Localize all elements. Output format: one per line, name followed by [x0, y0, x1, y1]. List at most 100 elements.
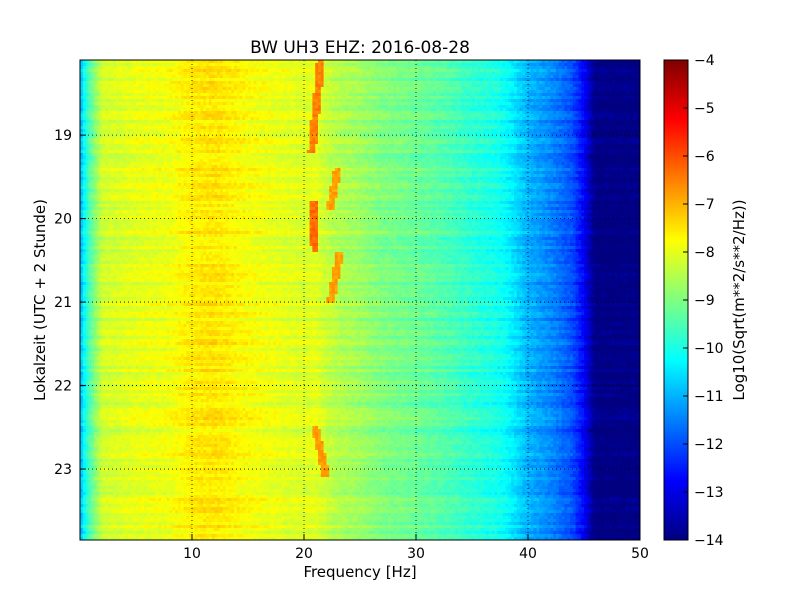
heatmap-cell: [488, 99, 492, 103]
heatmap-cell: [110, 105, 114, 109]
heatmap-cell: [222, 105, 226, 109]
heatmap-cell: [553, 129, 557, 133]
heatmap-cell: [161, 114, 165, 118]
heatmap-cell: [553, 66, 557, 70]
heatmap-cell: [553, 78, 557, 82]
heatmap-cell: [544, 81, 548, 85]
heatmap-cell: [620, 93, 624, 97]
heatmap-cell: [276, 129, 280, 133]
heatmap-cell: [598, 99, 602, 103]
heatmap-cell: [606, 75, 610, 79]
heatmap-cell: [110, 60, 114, 64]
heatmap-cell: [603, 66, 607, 70]
heatmap-cell: [354, 87, 358, 91]
heatmap-cell: [99, 81, 103, 85]
heatmap-cell: [561, 75, 565, 79]
heatmap-cell: [575, 111, 579, 115]
heatmap-cell: [561, 111, 565, 115]
heatmap-cell: [236, 69, 240, 73]
heatmap-cell: [553, 81, 557, 85]
heatmap-cell: [620, 69, 624, 73]
heatmap-cell: [236, 99, 240, 103]
heatmap-cell: [88, 114, 92, 118]
heatmap-cell: [474, 96, 478, 100]
heatmap-cell: [536, 132, 540, 136]
heatmap-cell: [116, 111, 120, 115]
heatmap-cell: [441, 60, 445, 64]
heatmap-cell: [609, 129, 613, 133]
heatmap-cell: [542, 132, 546, 136]
heatmap-cell: [306, 111, 310, 115]
heatmap-cell: [581, 114, 585, 118]
heatmap-cell: [508, 99, 512, 103]
heatmap-cell: [222, 84, 226, 88]
heatmap-cell: [511, 114, 515, 118]
heatmap-cell: [631, 84, 635, 88]
heatmap-cell: [248, 75, 252, 79]
heatmap-cell: [306, 63, 310, 67]
heatmap-cell: [214, 78, 218, 82]
heatmap-cell: [578, 93, 582, 97]
heatmap-cell: [119, 126, 123, 130]
heatmap-cell: [494, 66, 498, 70]
heatmap-cell: [85, 60, 89, 64]
heatmap-cell: [144, 102, 148, 106]
heatmap-cell: [192, 123, 196, 127]
heatmap-cell: [578, 129, 582, 133]
heatmap-cell: [172, 114, 176, 118]
heatmap-cell: [228, 132, 232, 136]
heatmap-cell: [284, 66, 288, 70]
heatmap-cell: [312, 84, 316, 88]
heatmap-cell: [497, 102, 501, 106]
heatmap-cell: [488, 93, 492, 97]
heatmap-cell: [603, 63, 607, 67]
heatmap-cell: [234, 60, 238, 64]
heatmap-cell: [337, 81, 341, 85]
heatmap-cell: [486, 75, 490, 79]
heatmap-cell: [595, 108, 599, 112]
heatmap-cell: [276, 72, 280, 76]
heatmap-cell: [136, 102, 140, 106]
heatmap-cell: [388, 63, 392, 67]
heatmap-cell: [463, 66, 467, 70]
heatmap-cell: [578, 90, 582, 94]
heatmap-cell: [612, 105, 616, 109]
heatmap-cell: [556, 111, 560, 115]
heatmap-cell: [80, 126, 84, 130]
heatmap-cell: [474, 114, 478, 118]
heatmap-cell: [379, 111, 383, 115]
heatmap-cell: [88, 120, 92, 124]
heatmap-cell: [262, 75, 266, 79]
heatmap-cell: [326, 105, 330, 109]
heatmap-cell: [228, 78, 232, 82]
heatmap-cell: [116, 78, 120, 82]
heatmap-cell: [553, 90, 557, 94]
heatmap-cell: [276, 108, 280, 112]
heatmap-cell: [236, 120, 240, 124]
heatmap-cell: [435, 63, 439, 67]
heatmap-cell: [449, 60, 453, 64]
heatmap-cell: [278, 78, 282, 82]
heatmap-cell: [612, 63, 616, 67]
heatmap-cell: [634, 75, 638, 79]
heatmap-cell: [530, 60, 534, 64]
heatmap-cell: [253, 108, 257, 112]
heatmap-cell: [88, 126, 92, 130]
heatmap-cell: [334, 72, 338, 76]
heatmap-cell: [343, 102, 347, 106]
heatmap-cell: [567, 87, 571, 91]
heatmap-cell: [234, 111, 238, 115]
heatmap-cell: [200, 99, 204, 103]
heatmap-cell: [542, 60, 546, 64]
heatmap-cell: [236, 75, 240, 79]
heatmap-cell: [598, 81, 602, 85]
heatmap-cell: [88, 75, 92, 79]
heatmap-cell: [315, 66, 319, 70]
heatmap-cell: [228, 87, 232, 91]
heatmap-cell: [340, 66, 344, 70]
heatmap-cell: [253, 120, 257, 124]
heatmap-cell: [525, 120, 529, 124]
heatmap-cell: [253, 117, 257, 121]
heatmap-cell: [416, 93, 420, 97]
heatmap-cell: [399, 126, 403, 130]
